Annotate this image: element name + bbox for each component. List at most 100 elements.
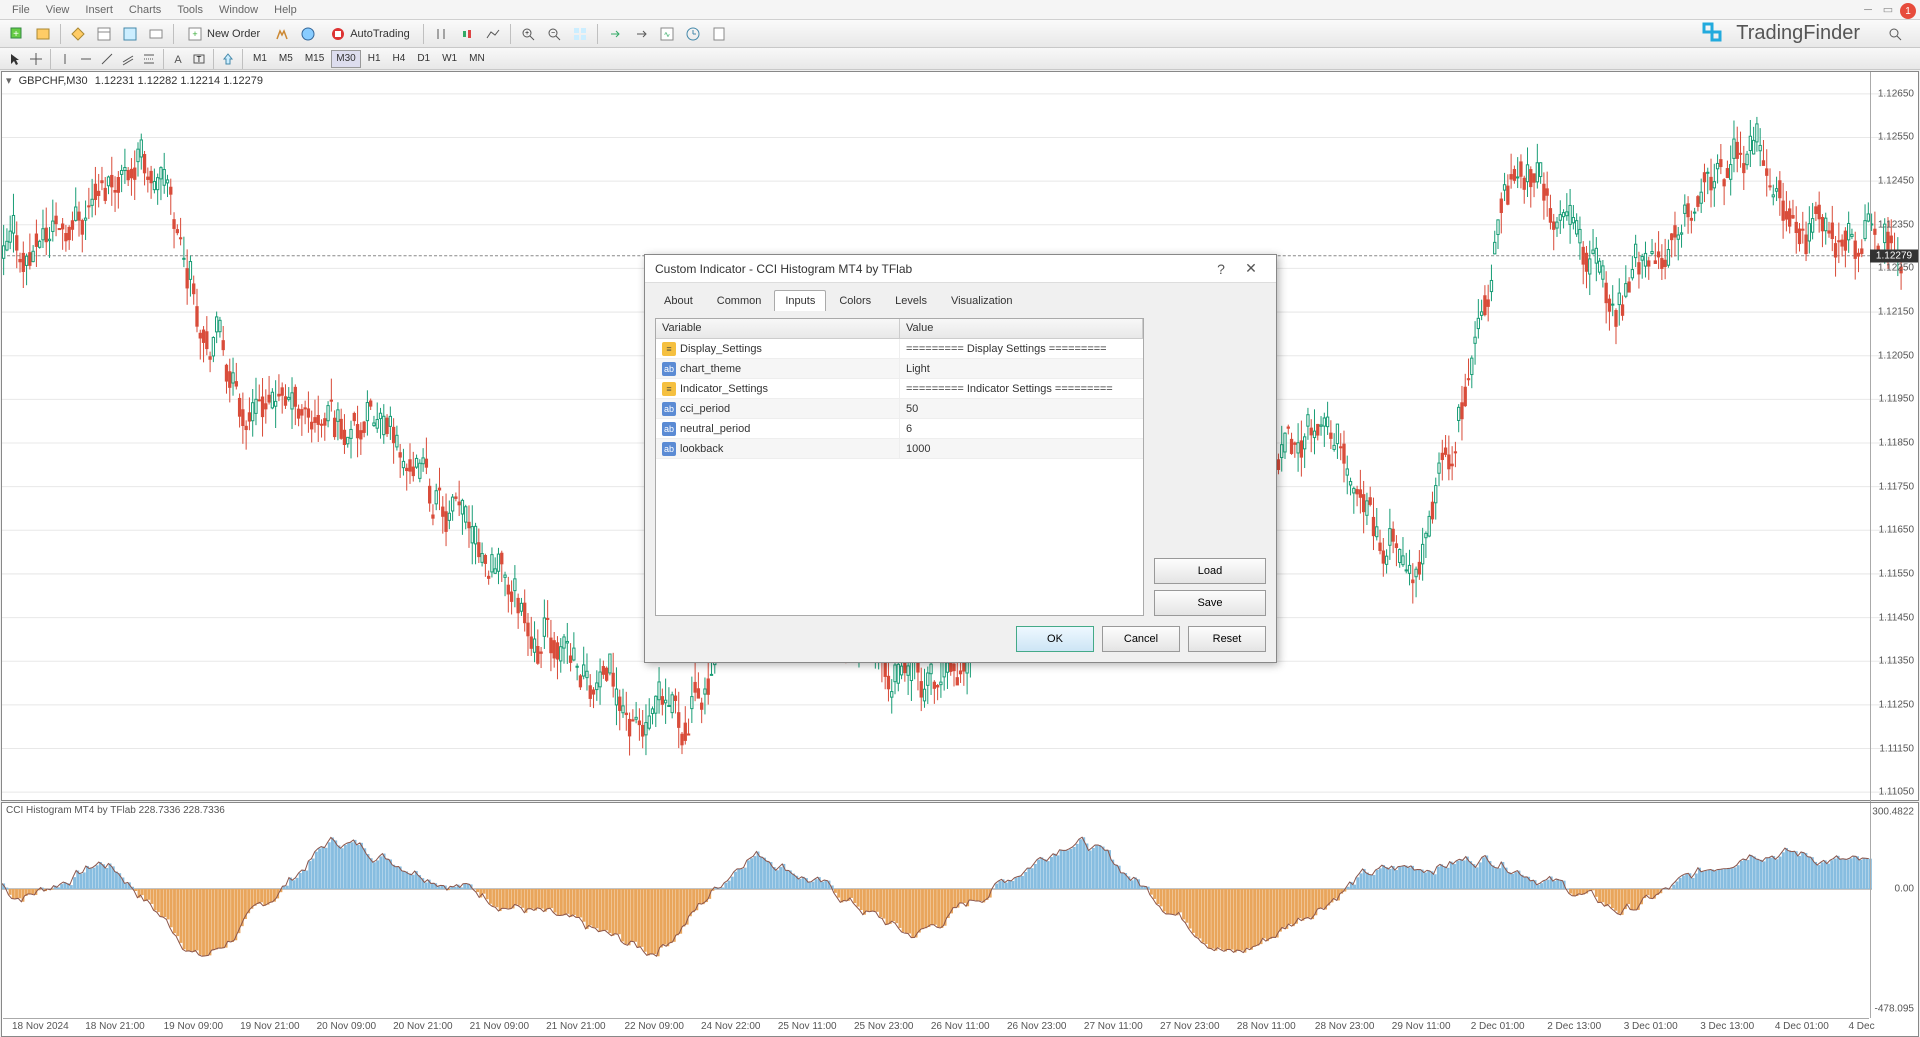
- menu-insert[interactable]: Insert: [77, 2, 121, 18]
- x-tick: 28 Nov 11:00: [1237, 1021, 1296, 1032]
- menu-window[interactable]: Window: [211, 2, 266, 18]
- hline-icon[interactable]: [77, 50, 95, 68]
- zoom-out-icon[interactable]: −: [543, 23, 565, 45]
- input-value[interactable]: 50: [900, 399, 1143, 418]
- input-value[interactable]: ========= Display Settings =========: [900, 339, 1143, 358]
- market-watch-icon[interactable]: [93, 23, 115, 45]
- maximize-icon[interactable]: ▭: [1880, 3, 1896, 17]
- channel-icon[interactable]: [119, 50, 137, 68]
- timeframe-m5[interactable]: M5: [274, 50, 298, 68]
- profiles-icon[interactable]: [32, 23, 54, 45]
- nav-icon[interactable]: [67, 23, 89, 45]
- notification-badge[interactable]: 1: [1900, 3, 1916, 19]
- tab-inputs[interactable]: Inputs: [774, 290, 826, 311]
- menu-tools[interactable]: Tools: [169, 2, 211, 18]
- menu-help[interactable]: Help: [266, 2, 305, 18]
- vline-icon[interactable]: [56, 50, 74, 68]
- timeframe-w1[interactable]: W1: [437, 50, 462, 68]
- y-tick: 1.11150: [1879, 743, 1914, 754]
- input-row[interactable]: ≡Indicator_Settings========= Indicator S…: [656, 379, 1143, 399]
- y-tick: 1.11950: [1879, 394, 1914, 405]
- shift-icon[interactable]: [604, 23, 626, 45]
- timeframe-m1[interactable]: M1: [248, 50, 272, 68]
- ok-button[interactable]: OK: [1016, 626, 1094, 652]
- dialog-close-icon[interactable]: ✕: [1236, 257, 1266, 281]
- section-icon: ≡: [662, 342, 676, 356]
- expert-icon[interactable]: [297, 23, 319, 45]
- x-tick: 22 Nov 09:00: [624, 1021, 684, 1032]
- tab-colors[interactable]: Colors: [828, 290, 882, 311]
- timeframe-h4[interactable]: H4: [388, 50, 411, 68]
- autoscroll-icon[interactable]: [630, 23, 652, 45]
- candle-chart-icon[interactable]: [456, 23, 478, 45]
- input-row[interactable]: abchart_themeLight: [656, 359, 1143, 379]
- new-chart-icon[interactable]: +: [6, 23, 28, 45]
- cursor-icon[interactable]: [6, 50, 24, 68]
- input-name: neutral_period: [680, 423, 750, 435]
- periodicity-icon[interactable]: [682, 23, 704, 45]
- line-chart-icon[interactable]: [482, 23, 504, 45]
- new-order-button[interactable]: + New Order: [180, 23, 267, 45]
- tile-icon[interactable]: [569, 23, 591, 45]
- x-tick: 3 Dec 13:00: [1700, 1021, 1754, 1032]
- tab-visualization[interactable]: Visualization: [940, 290, 1024, 311]
- input-value[interactable]: 1000: [900, 439, 1143, 458]
- zoom-in-icon[interactable]: +: [517, 23, 539, 45]
- minimize-icon[interactable]: ─: [1860, 3, 1876, 17]
- inputs-grid[interactable]: Variable Value ≡Display_Settings========…: [655, 318, 1144, 616]
- data-window-icon[interactable]: [119, 23, 141, 45]
- text-icon[interactable]: A: [169, 50, 187, 68]
- y-tick: 1.12550: [1878, 132, 1914, 143]
- timeframe-d1[interactable]: D1: [412, 50, 435, 68]
- timeframe-mn[interactable]: MN: [464, 50, 490, 68]
- input-row[interactable]: abcci_period50: [656, 399, 1143, 419]
- fibo-icon[interactable]: [140, 50, 158, 68]
- autotrading-button[interactable]: AutoTrading: [323, 23, 417, 45]
- search-icon[interactable]: [1884, 23, 1906, 45]
- cancel-button[interactable]: Cancel: [1102, 626, 1180, 652]
- meta-icon[interactable]: [271, 23, 293, 45]
- timeframe-m15[interactable]: M15: [300, 50, 329, 68]
- x-tick: 28 Nov 23:00: [1315, 1021, 1375, 1032]
- svg-text:T: T: [197, 55, 202, 64]
- load-button[interactable]: Load: [1154, 558, 1266, 584]
- timeframe-h1[interactable]: H1: [363, 50, 386, 68]
- template-icon[interactable]: [708, 23, 730, 45]
- tab-common[interactable]: Common: [706, 290, 773, 311]
- input-name: Indicator_Settings: [680, 383, 768, 395]
- input-value[interactable]: 6: [900, 419, 1143, 438]
- label-icon[interactable]: T: [190, 50, 208, 68]
- menu-view[interactable]: View: [38, 2, 78, 18]
- x-tick: 3 Dec 01:00: [1624, 1021, 1678, 1032]
- menu-charts[interactable]: Charts: [121, 2, 169, 18]
- arrows-icon[interactable]: [219, 50, 237, 68]
- y-tick: 1.11050: [1879, 787, 1914, 798]
- menu-file[interactable]: File: [4, 2, 38, 18]
- input-value[interactable]: Light: [900, 359, 1143, 378]
- save-button[interactable]: Save: [1154, 590, 1266, 616]
- x-tick: 20 Nov 21:00: [393, 1021, 453, 1032]
- indicator-list-icon[interactable]: ∿: [656, 23, 678, 45]
- y-tick: 1.11650: [1879, 525, 1914, 536]
- trendline-icon[interactable]: [98, 50, 116, 68]
- indicator-panel[interactable]: CCI Histogram MT4 by TFlab 228.7336 228.…: [1, 802, 1919, 1037]
- tab-levels[interactable]: Levels: [884, 290, 938, 311]
- input-value[interactable]: ========= Indicator Settings =========: [900, 379, 1143, 398]
- dialog-titlebar[interactable]: Custom Indicator - CCI Histogram MT4 by …: [645, 255, 1276, 283]
- input-row[interactable]: ≡Display_Settings========= Display Setti…: [656, 339, 1143, 359]
- timeframe-m30[interactable]: M30: [331, 50, 360, 68]
- input-row[interactable]: abneutral_period6: [656, 419, 1143, 439]
- tab-about[interactable]: About: [653, 290, 704, 311]
- chevron-down-icon[interactable]: ▾: [6, 75, 12, 87]
- svg-text:+: +: [13, 29, 19, 40]
- dialog-help-icon[interactable]: ?: [1206, 257, 1236, 281]
- bar-chart-icon[interactable]: [430, 23, 452, 45]
- input-name: lookback: [680, 443, 723, 455]
- input-row[interactable]: ablookback1000: [656, 439, 1143, 459]
- x-tick: 25 Nov 11:00: [778, 1021, 837, 1032]
- y-tick: 1.12650: [1878, 88, 1914, 99]
- terminal-icon[interactable]: [145, 23, 167, 45]
- reset-button[interactable]: Reset: [1188, 626, 1266, 652]
- crosshair-icon[interactable]: [27, 50, 45, 68]
- main-toolbar: + + New Order AutoTrading + − ∿ TradingF…: [0, 20, 1920, 48]
